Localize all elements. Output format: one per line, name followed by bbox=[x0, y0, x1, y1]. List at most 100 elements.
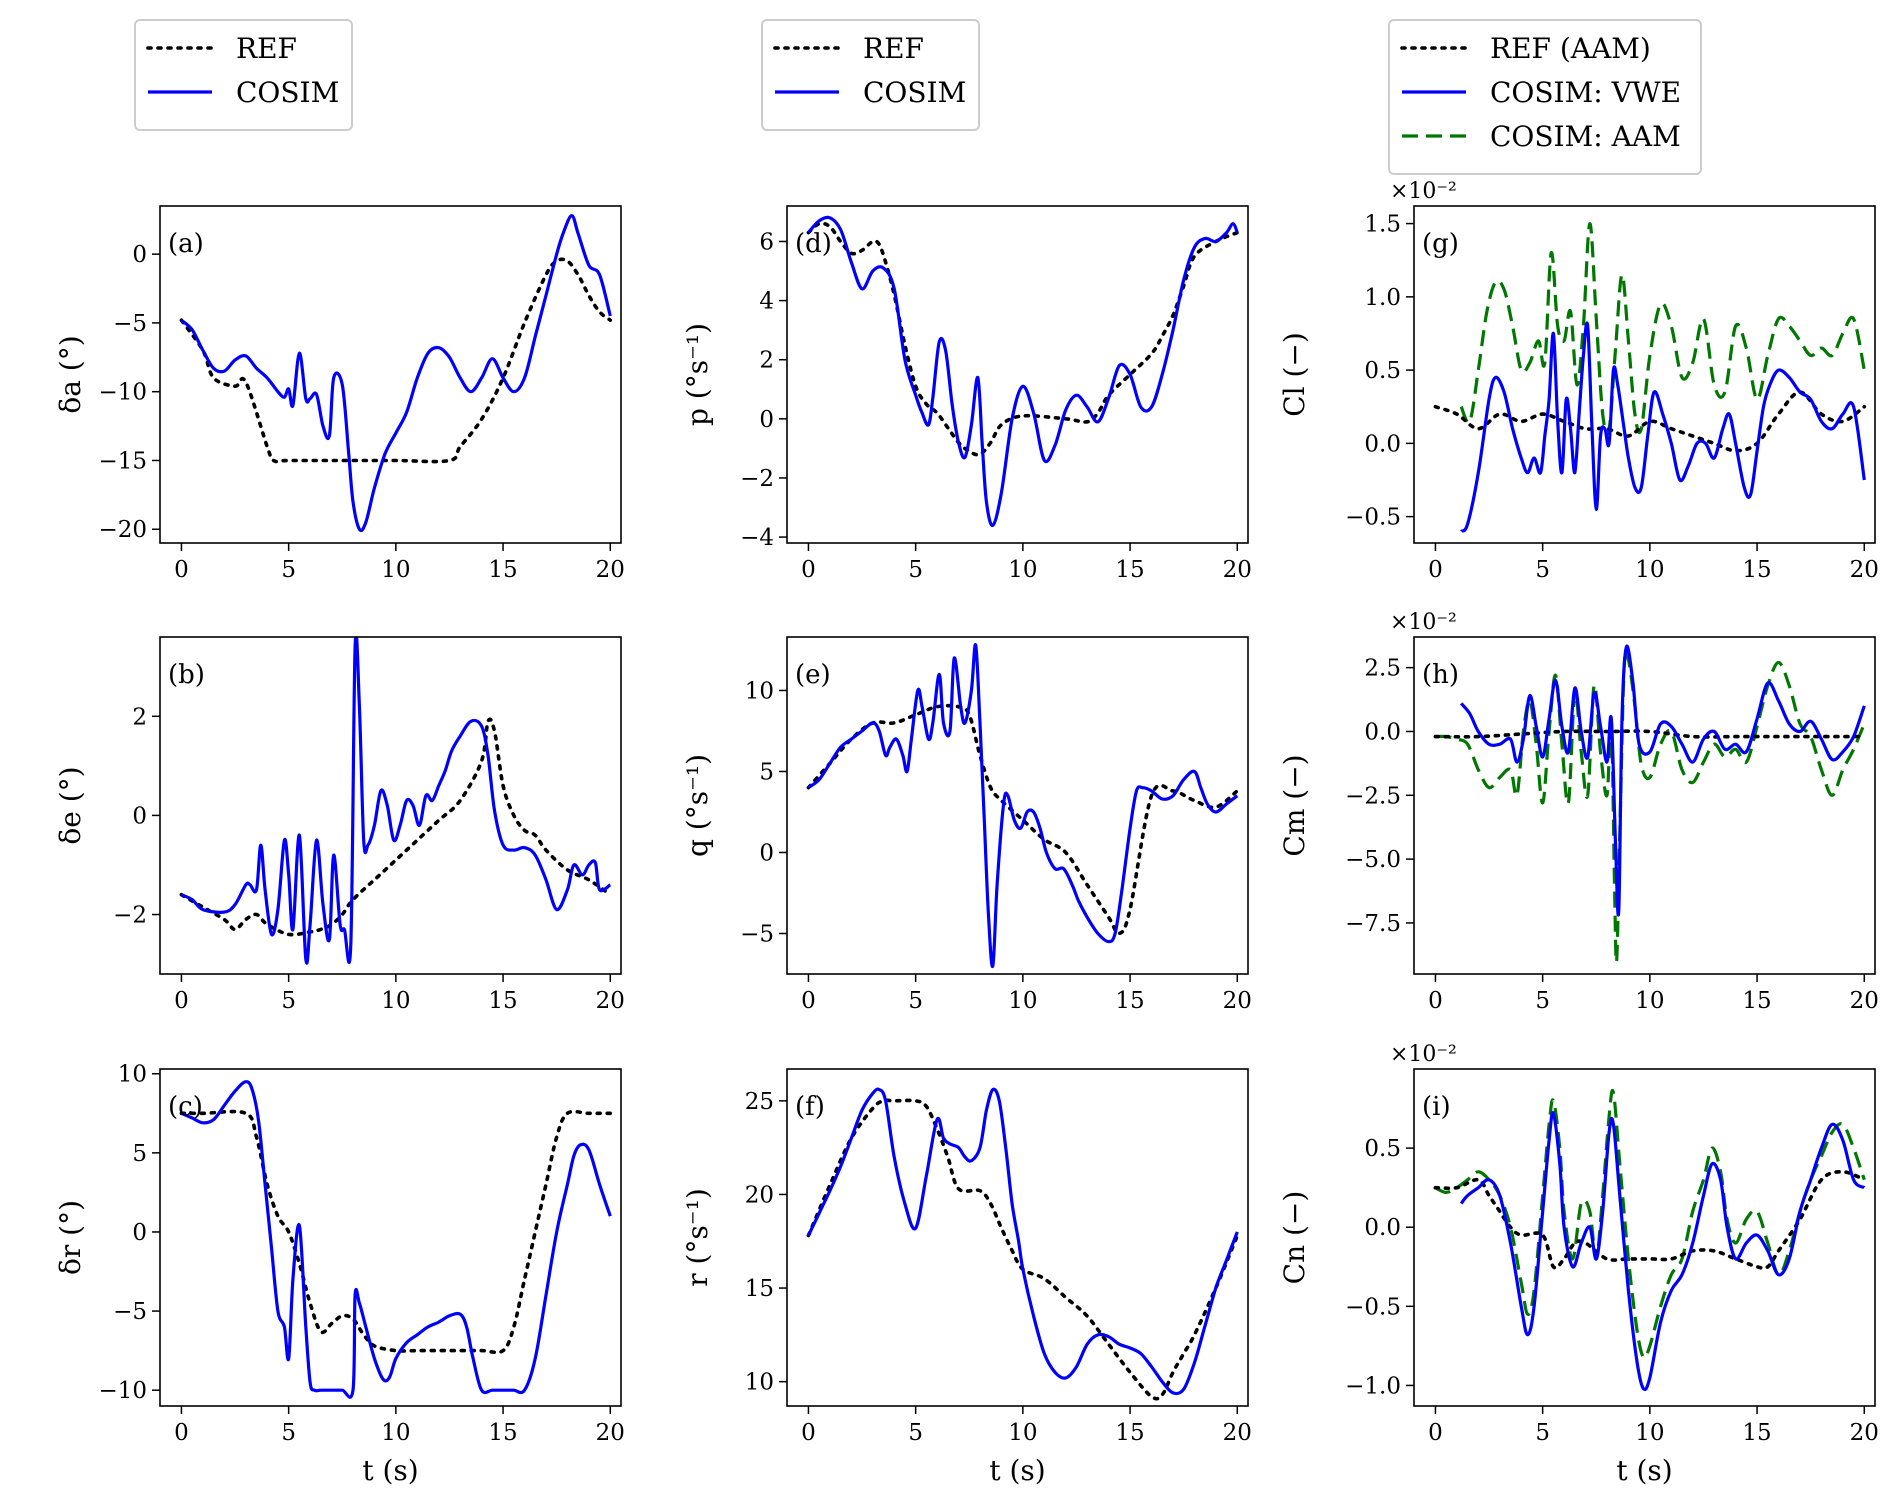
x-tick-label: 5 bbox=[281, 1420, 296, 1446]
axis-label: r (°s⁻¹) bbox=[681, 1188, 714, 1287]
x-tick-label: 20 bbox=[596, 557, 625, 583]
series-line-vwe bbox=[806, 1087, 1239, 1396]
x-tick-label: 10 bbox=[381, 988, 410, 1014]
panel-i: 0 5 10 15 20 −1.0 −0.5 0.0 0.5 (i) Cn (−) t (s) ×10⁻… bbox=[1278, 1042, 1879, 1487]
series-line-ref bbox=[806, 221, 1240, 457]
axis-exponent: ×10⁻² bbox=[1390, 610, 1457, 635]
y-tick-label: 10 bbox=[745, 678, 774, 704]
plot-frame bbox=[1413, 1068, 1876, 1407]
plot-frame bbox=[786, 636, 1249, 975]
y-tick-label: −7.5 bbox=[1345, 911, 1401, 937]
x-tick-label: 5 bbox=[281, 557, 296, 583]
y-tick-label: 0 bbox=[759, 407, 774, 433]
panel-a: 0 5 10 15 20 −20 −15 −10 −5 0 (a) δa (°) bbox=[54, 205, 625, 583]
series-line-vwe bbox=[1459, 644, 1866, 917]
y-tick-label: 6 bbox=[759, 229, 774, 255]
series-line-aam bbox=[1434, 1089, 1866, 1360]
plot-frame bbox=[159, 1068, 622, 1407]
x-tick-label: 5 bbox=[908, 1420, 923, 1446]
y-tick-label: 2 bbox=[132, 704, 147, 730]
y-tick-label: −20 bbox=[98, 517, 147, 543]
x-tick-label: 0 bbox=[1428, 557, 1443, 583]
y-tick-label: 5 bbox=[132, 1141, 147, 1167]
x-tick-label: 5 bbox=[908, 557, 923, 583]
x-tick-label: 0 bbox=[174, 557, 189, 583]
panel-h: 0 5 10 15 20 −7.5 −5.0 −2.5 0.0 2.5 (h) Cm (−) ×10⁻² bbox=[1278, 610, 1879, 1014]
series-line-vwe bbox=[807, 643, 1239, 968]
x-tick-label: 20 bbox=[596, 988, 625, 1014]
x-tick-label: 10 bbox=[1635, 1420, 1664, 1446]
y-tick-label: −2.5 bbox=[1345, 783, 1401, 809]
legend-label: REF bbox=[863, 32, 924, 65]
x-tick-label: 15 bbox=[1115, 557, 1144, 583]
series-line-vwe bbox=[807, 215, 1239, 527]
y-tick-label: 0 bbox=[132, 803, 147, 829]
x-tick-label: 5 bbox=[1535, 557, 1550, 583]
panel-label: (i) bbox=[1422, 1092, 1451, 1122]
x-tick-label: 10 bbox=[1635, 557, 1664, 583]
y-tick-label: −5 bbox=[113, 311, 147, 337]
x-tick-label: 15 bbox=[1115, 1420, 1144, 1446]
plot-frame bbox=[1413, 205, 1876, 544]
legend-label: COSIM bbox=[236, 76, 339, 109]
axis-label: Cl (−) bbox=[1278, 332, 1311, 417]
x-tick-label: 15 bbox=[1742, 1420, 1771, 1446]
y-tick-label: −1.0 bbox=[1345, 1373, 1401, 1399]
x-tick-label: 0 bbox=[1428, 1420, 1443, 1446]
axis-exponent: ×10⁻² bbox=[1390, 179, 1457, 204]
plot-frame bbox=[159, 205, 622, 544]
x-tick-label: 15 bbox=[1742, 988, 1771, 1014]
y-tick-label: −2 bbox=[740, 466, 774, 492]
legend-label: REF bbox=[236, 32, 297, 65]
x-tick-label: 5 bbox=[1535, 1420, 1550, 1446]
y-tick-label: 15 bbox=[745, 1276, 774, 1302]
y-tick-label: 20 bbox=[745, 1182, 774, 1208]
legend-3: REF (AAM) COSIM: VWE COSIM: AAM bbox=[1388, 19, 1702, 175]
axis-label: t (s) bbox=[362, 1454, 418, 1487]
axis-label: p (°s⁻¹) bbox=[681, 323, 714, 426]
panel-label: (c) bbox=[168, 1092, 203, 1122]
plot-frame bbox=[786, 205, 1249, 544]
legend-1: REF COSIM bbox=[134, 19, 353, 131]
y-tick-label: 0.0 bbox=[1364, 719, 1401, 745]
panel-b: 0 5 10 15 20 −2 0 2 (b) δe (°) bbox=[54, 636, 625, 1014]
y-tick-label: 25 bbox=[745, 1089, 774, 1115]
legend-label: COSIM bbox=[863, 76, 966, 109]
y-tick-label: 0.0 bbox=[1364, 1215, 1401, 1241]
panel-label: (b) bbox=[168, 660, 205, 690]
y-tick-label: 4 bbox=[759, 289, 774, 315]
series-line-ref bbox=[1433, 1170, 1867, 1271]
panel-label: (g) bbox=[1422, 229, 1459, 259]
panel-e: 0 5 10 15 20 −5 0 5 10 (e) q (°s⁻¹) bbox=[681, 636, 1252, 1014]
panel-c: 0 5 10 15 20 −10 −5 0 5 10 (c) δr (°) t (s) bbox=[54, 1062, 625, 1487]
y-tick-label: 0 bbox=[759, 840, 774, 866]
x-tick-label: 20 bbox=[1850, 988, 1879, 1014]
x-tick-label: 10 bbox=[1008, 557, 1037, 583]
x-tick-label: 15 bbox=[1742, 557, 1771, 583]
x-tick-label: 10 bbox=[1008, 988, 1037, 1014]
plot-frame bbox=[159, 636, 622, 975]
axis-label: δe (°) bbox=[54, 766, 87, 844]
y-tick-label: 2 bbox=[759, 348, 774, 374]
y-tick-label: 10 bbox=[745, 1370, 774, 1396]
y-tick-label: 0.5 bbox=[1364, 358, 1401, 384]
x-tick-label: 5 bbox=[908, 988, 923, 1014]
axis-label: Cn (−) bbox=[1278, 1191, 1311, 1285]
axis-label: t (s) bbox=[1616, 1454, 1672, 1487]
panel-label: (f) bbox=[795, 1092, 825, 1122]
axis-exponent: ×10⁻² bbox=[1390, 1042, 1457, 1067]
y-tick-label: −5 bbox=[740, 921, 774, 947]
y-tick-label: 1.5 bbox=[1364, 212, 1401, 238]
series-line-ref bbox=[179, 717, 613, 937]
series-line-vwe bbox=[1459, 1111, 1866, 1392]
y-tick-label: −5.0 bbox=[1345, 847, 1401, 873]
plot-frame bbox=[786, 1068, 1249, 1407]
panel-label: (h) bbox=[1422, 660, 1459, 690]
axis-label: δa (°) bbox=[54, 335, 87, 413]
series-line-ref bbox=[1433, 390, 1867, 453]
series-line-ref bbox=[806, 1098, 1240, 1401]
x-tick-label: 10 bbox=[381, 1420, 410, 1446]
x-tick-label: 5 bbox=[1535, 988, 1550, 1014]
axis-label: q (°s⁻¹) bbox=[681, 754, 714, 857]
